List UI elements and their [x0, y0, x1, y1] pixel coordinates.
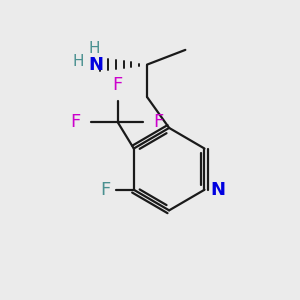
Text: H: H [72, 54, 84, 69]
Text: F: F [112, 76, 123, 94]
Text: F: F [101, 181, 111, 199]
Text: F: F [154, 113, 164, 131]
Text: F: F [70, 113, 80, 131]
Text: H: H [88, 41, 100, 56]
Text: N: N [88, 56, 103, 74]
Text: N: N [210, 181, 225, 199]
